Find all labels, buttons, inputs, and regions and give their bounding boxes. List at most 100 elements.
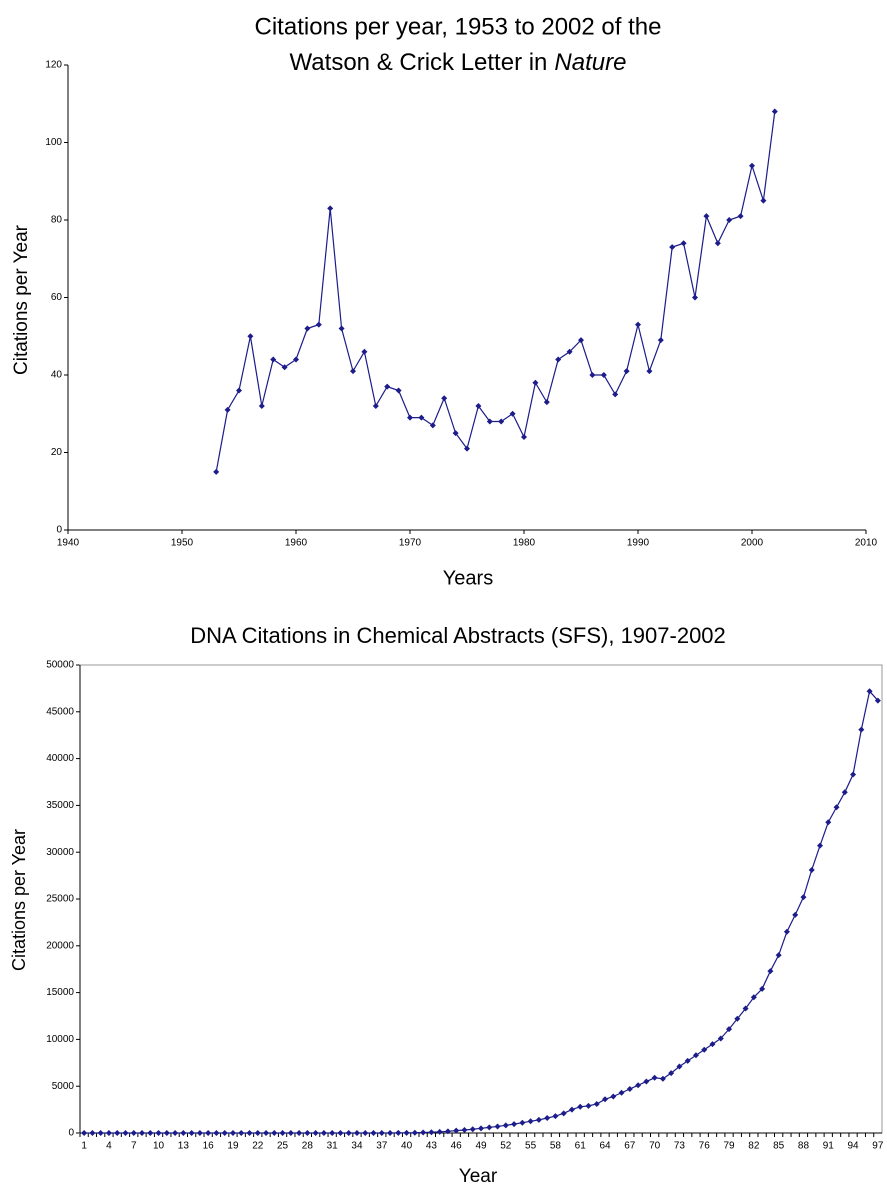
y-tick-label: 40 xyxy=(51,370,63,381)
x-tick-label: 49 xyxy=(475,1141,487,1152)
data-point xyxy=(475,403,482,409)
data-point xyxy=(361,348,368,355)
data-point xyxy=(81,1130,88,1136)
x-tick-label: 67 xyxy=(624,1141,636,1152)
data-point xyxy=(709,1041,716,1048)
data-point xyxy=(792,911,799,918)
data-point xyxy=(236,387,242,394)
data-point xyxy=(338,325,345,332)
data-point xyxy=(866,688,873,695)
data-point xyxy=(737,213,744,220)
x-tick-label: 43 xyxy=(426,1141,438,1152)
y-tick-label: 20 xyxy=(51,447,63,458)
data-point xyxy=(635,1082,642,1089)
data-point xyxy=(395,1129,402,1136)
data-point xyxy=(196,1130,203,1136)
data-point xyxy=(89,1130,96,1136)
data-point xyxy=(511,1121,518,1128)
x-tick-label: 58 xyxy=(550,1141,562,1152)
y-tick-label: 0 xyxy=(56,525,62,536)
data-point xyxy=(139,1130,146,1136)
data-point xyxy=(657,337,664,344)
x-tick-label: 34 xyxy=(351,1141,363,1152)
data-point xyxy=(532,379,539,386)
data-point xyxy=(659,1075,666,1082)
data-point xyxy=(858,726,865,733)
plot-frame xyxy=(79,664,883,1134)
x-tick-label: 10 xyxy=(153,1141,165,1152)
x-tick-label: 28 xyxy=(302,1141,314,1152)
data-point xyxy=(602,1096,609,1103)
y-tick-label: 120 xyxy=(45,60,62,71)
data-point xyxy=(188,1130,195,1136)
data-point xyxy=(279,1130,286,1136)
data-point xyxy=(759,985,766,992)
data-point xyxy=(428,1129,435,1136)
data-point xyxy=(825,819,832,826)
x-tick-label: 7 xyxy=(131,1141,137,1152)
x-tick-label: 61 xyxy=(575,1141,587,1152)
data-point xyxy=(155,1130,162,1136)
data-point xyxy=(502,1122,509,1129)
x-axis-label: Year xyxy=(459,1166,498,1187)
data-point xyxy=(555,356,562,363)
x-tick-label: 70 xyxy=(649,1141,661,1152)
x-tick-label: 4 xyxy=(106,1141,112,1152)
data-point xyxy=(444,1128,451,1135)
x-tick-label: 97 xyxy=(872,1141,884,1152)
data-point xyxy=(246,1130,253,1136)
data-point xyxy=(384,383,391,390)
data-point xyxy=(750,994,757,1001)
data-point xyxy=(395,387,402,394)
data-point xyxy=(270,356,277,363)
y-tick-label: 35000 xyxy=(46,800,74,811)
data-point xyxy=(229,1130,236,1136)
x-tick-label: 94 xyxy=(847,1141,859,1152)
data-point xyxy=(281,364,288,371)
x-tick-label: 85 xyxy=(773,1141,785,1152)
data-point xyxy=(519,1119,526,1126)
data-point xyxy=(701,1046,708,1053)
data-point xyxy=(213,468,220,475)
data-point xyxy=(287,1130,294,1136)
data-point xyxy=(304,325,311,332)
data-point xyxy=(726,217,733,223)
data-point xyxy=(130,1130,137,1136)
data-point xyxy=(429,422,436,429)
x-tick-label: 2010 xyxy=(855,538,878,549)
data-point xyxy=(669,244,676,251)
data-point xyxy=(635,321,641,328)
data-point xyxy=(726,1026,733,1033)
y-tick-label: 10000 xyxy=(46,1034,74,1045)
chart-title: DNA Citations in Chemical Abstracts (SFS… xyxy=(190,623,726,648)
data-point xyxy=(258,403,265,409)
data-point xyxy=(833,804,840,811)
title-part: Nature xyxy=(554,49,626,76)
y-axis-label: Citations per Year xyxy=(11,224,32,375)
x-tick-label: 13 xyxy=(178,1141,190,1152)
x-tick-label: 1990 xyxy=(627,538,650,549)
x-axis-label: Years xyxy=(443,567,493,589)
data-point xyxy=(560,1110,567,1117)
data-point xyxy=(353,1130,360,1136)
x-tick-label: 73 xyxy=(674,1141,686,1152)
data-point xyxy=(105,1130,112,1136)
data-point xyxy=(411,1129,418,1136)
data-point xyxy=(271,1130,278,1136)
data-point xyxy=(577,1103,584,1110)
data-point xyxy=(692,294,698,301)
data-point xyxy=(180,1130,187,1136)
data-point xyxy=(370,1130,377,1136)
x-tick-label: 82 xyxy=(748,1141,760,1152)
x-tick-label: 64 xyxy=(599,1141,611,1152)
y-tick-label: 20000 xyxy=(46,940,74,951)
data-point xyxy=(760,197,767,204)
x-tick-label: 40 xyxy=(401,1141,413,1152)
data-point xyxy=(646,368,653,375)
x-tick-label: 79 xyxy=(723,1141,735,1152)
data-point xyxy=(213,1130,220,1136)
data-point xyxy=(850,771,857,778)
data-point xyxy=(224,406,231,413)
x-tick-label: 46 xyxy=(451,1141,463,1152)
data-point xyxy=(742,1005,749,1012)
